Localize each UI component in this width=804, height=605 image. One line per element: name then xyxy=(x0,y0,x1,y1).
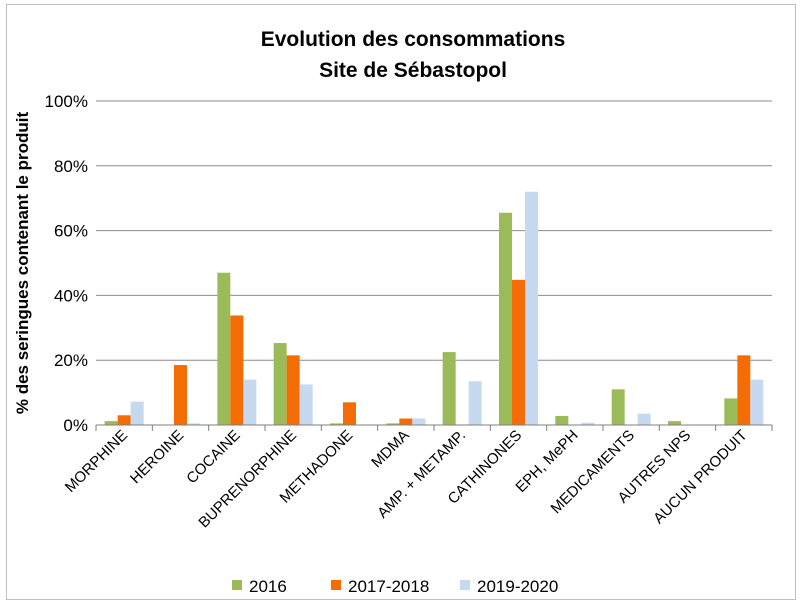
y-tick-label: 40% xyxy=(54,286,88,305)
bar xyxy=(330,423,343,425)
bar xyxy=(512,279,525,425)
bar xyxy=(187,423,200,425)
y-axis-label: % des seringues contenant le produit xyxy=(13,112,32,415)
bar xyxy=(442,352,456,425)
bar xyxy=(468,381,482,425)
x-tick-label: HEROINE xyxy=(127,427,187,487)
bar xyxy=(750,379,764,425)
bar xyxy=(117,415,131,425)
bars xyxy=(104,191,764,425)
chart-frame xyxy=(6,4,796,600)
legend-swatch xyxy=(460,580,470,590)
legend-label: 2019-2020 xyxy=(477,577,558,596)
legend-label: 2017-2018 xyxy=(348,577,429,596)
bar xyxy=(724,398,738,425)
bar xyxy=(581,422,595,425)
bar xyxy=(174,365,187,425)
legend-label: 2016 xyxy=(249,577,287,596)
x-tick-label: MORPHINE xyxy=(62,427,131,496)
y-tick-label: 60% xyxy=(54,222,88,241)
y-tick-label: 20% xyxy=(54,351,88,370)
chart-title-line-2: Site de Sébastopol xyxy=(319,59,507,82)
bar xyxy=(299,384,313,425)
bar xyxy=(343,402,356,425)
x-tick-label: AUCUN PRODUIT xyxy=(650,427,750,527)
bar xyxy=(130,401,144,425)
x-tick-marks xyxy=(95,425,773,431)
x-tick-label: COCAINE xyxy=(183,427,243,487)
x-tick-label: BUPRENORPHINE xyxy=(195,427,300,532)
bar xyxy=(412,418,426,425)
gridlines xyxy=(96,100,772,361)
legend-swatch xyxy=(232,580,242,590)
bar xyxy=(104,421,118,425)
bar xyxy=(243,379,257,425)
x-tick-label: MDMA xyxy=(368,427,412,471)
y-tick-label: 100% xyxy=(45,92,88,111)
bar xyxy=(555,415,569,425)
legend-swatch xyxy=(331,580,341,590)
legend: 2016 2017-2018 2019-2020 xyxy=(232,577,558,596)
y-tick-labels: 0% 20% 40% 60% 80% 100% xyxy=(45,92,88,435)
bar xyxy=(668,421,681,425)
bar xyxy=(737,355,751,425)
chart-title: Evolution des consommations Site de Séba… xyxy=(261,28,566,82)
bar xyxy=(637,413,651,425)
bar xyxy=(399,418,413,425)
bar xyxy=(217,272,231,425)
bar xyxy=(525,191,538,425)
x-tick-labels: MORPHINEHEROINECOCAINEBUPRENORPHINEMETHA… xyxy=(62,427,751,532)
bar xyxy=(386,423,400,425)
bar xyxy=(499,212,512,425)
bar xyxy=(286,355,300,425)
y-tick-label: 0% xyxy=(63,416,88,435)
bar xyxy=(611,389,625,425)
y-tick-label: 80% xyxy=(54,157,88,176)
bar xyxy=(230,315,244,425)
chart-title-line-1: Evolution des consommations xyxy=(261,28,566,51)
bar xyxy=(273,343,287,425)
